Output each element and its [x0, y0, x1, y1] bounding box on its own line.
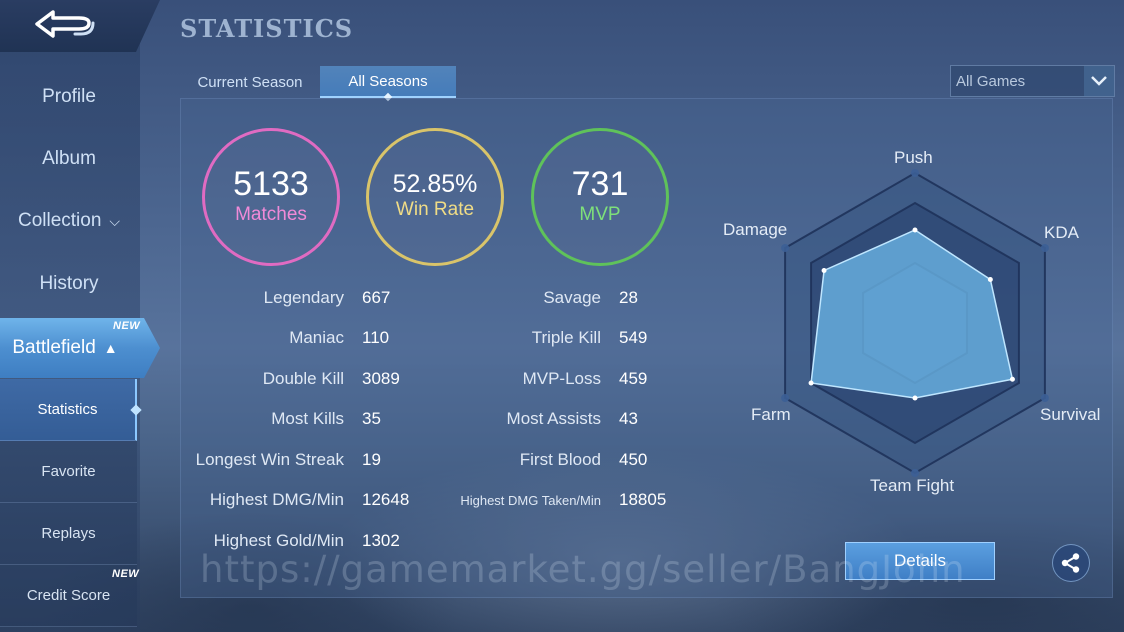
- radar-value-point-kda: [987, 277, 993, 282]
- stat-label-longest-win-streak: Longest Win Streak: [195, 450, 344, 469]
- games-filter-value: All Games: [956, 72, 1026, 90]
- stat-label-legendary: Legendary: [263, 288, 344, 307]
- stat-value-most-kills: 35: [362, 409, 381, 428]
- stat-value-maniac: 110: [362, 328, 390, 347]
- page-title: STATISTICS: [180, 14, 354, 43]
- back-button[interactable]: [0, 0, 160, 52]
- radar-label-kda: KDA: [1044, 223, 1079, 242]
- watermark-text: https://gamemarket.gg/seller/BangJohn: [200, 548, 966, 591]
- stat-label-highest-dmg-taken-min: Highest DMG Taken/Min: [460, 493, 601, 508]
- share-icon: [1061, 553, 1080, 573]
- stat-label-triple-kill: Triple Kill: [531, 328, 601, 347]
- sidebar-subitem-credit-score[interactable]: Credit Score: [0, 565, 137, 627]
- radar-chart-svg: [781, 169, 1049, 477]
- mvp-label: MVP: [579, 204, 621, 226]
- sidebar-item-label: Battlefield: [12, 337, 96, 358]
- matches-circle: 5133 Matches: [202, 128, 340, 266]
- stat-value-mvp-loss: 459: [619, 369, 648, 388]
- stat-label-mvp-loss: MVP-Loss: [522, 369, 601, 388]
- sidebar-item-collection[interactable]: Collection ⌵: [0, 199, 160, 243]
- sidebar-subitem-label: Credit Score: [26, 587, 111, 604]
- win-rate-value: 52.85%: [392, 169, 478, 198]
- chevron-down-icon: [1084, 66, 1114, 96]
- radar-axis-marker: [1040, 244, 1049, 252]
- radar-axis-marker: [911, 469, 919, 477]
- radar-value-point-survival: [1009, 376, 1015, 382]
- stat-value-triple-kill: 549: [619, 328, 648, 347]
- radar-label-survival: Survival: [1040, 405, 1101, 424]
- matches-label: Matches: [235, 204, 307, 226]
- stat-value-legendary: 667: [362, 288, 391, 307]
- sidebar-subitem-replays[interactable]: Replays: [0, 503, 137, 565]
- radar-label-push: Push: [894, 148, 933, 167]
- sidebar-item-label: History: [39, 273, 99, 294]
- stat-value-highest-dmg-min: 12648: [362, 490, 410, 509]
- sidebar: [0, 0, 140, 632]
- stat-label-highest-dmg-min: Highest DMG/Min: [209, 490, 344, 509]
- details-button-label: Details: [894, 551, 946, 570]
- radar-value-point-damage: [821, 268, 827, 273]
- stat-label-savage: Savage: [543, 288, 601, 307]
- radar-value-point-team-fight: [912, 395, 918, 401]
- sidebar-subitem-label: Favorite: [41, 463, 96, 480]
- radar-label-team-fight: Team Fight: [870, 476, 955, 495]
- tab-current-season[interactable]: Current Season: [182, 66, 318, 98]
- mvp-value: 731: [571, 164, 629, 203]
- radar-axis-marker: [911, 169, 919, 177]
- radar-value-point-push: [912, 227, 918, 233]
- stat-label-most-kills: Most Kills: [271, 409, 344, 428]
- sidebar-subitem-favorite[interactable]: Favorite: [0, 441, 137, 503]
- tab-all-seasons[interactable]: All Seasons: [320, 66, 456, 102]
- radar-value-point-farm: [808, 380, 814, 386]
- radar-label-damage: Damage: [723, 220, 788, 239]
- new-badge: NEW: [112, 568, 140, 580]
- radar-axis-marker: [781, 394, 790, 402]
- sidebar-subitem-label: Statistics: [37, 401, 98, 418]
- stat-value-highest-dmg-taken-min: 18805: [619, 490, 667, 509]
- stat-label-highest-gold-min: Highest Gold/Min: [213, 531, 344, 550]
- stat-value-double-kill: 3089: [362, 369, 400, 388]
- stat-label-first-blood: First Blood: [519, 450, 601, 469]
- win-rate-circle: 52.85% Win Rate: [366, 128, 504, 266]
- back-arrow-icon: [35, 10, 95, 38]
- sidebar-item-history[interactable]: History: [0, 262, 160, 306]
- stat-label-double-kill: Double Kill: [262, 369, 344, 388]
- radar-axis-marker: [1040, 394, 1049, 402]
- stat-label-most-assists: Most Assists: [506, 409, 601, 428]
- sidebar-item-label: Collection: [17, 210, 102, 231]
- radar-chart: [700, 140, 1120, 500]
- sidebar-item-label: Album: [42, 148, 96, 169]
- details-button[interactable]: Details: [845, 542, 995, 580]
- sidebar-item-album[interactable]: Album: [0, 137, 160, 181]
- sidebar-item-battlefield[interactable]: Battlefield ▲: [0, 318, 160, 378]
- win-rate-label: Win Rate: [395, 199, 475, 221]
- share-button[interactable]: [1052, 544, 1090, 582]
- chevron-up-icon: ▲: [103, 340, 118, 356]
- radar-axis-marker: [781, 244, 790, 252]
- tab-label: All Seasons: [348, 72, 428, 90]
- tab-label: Current Season: [197, 73, 303, 91]
- chevron-down-icon: ⌵: [109, 212, 121, 229]
- sidebar-subitem-statistics[interactable]: Statistics: [0, 379, 142, 441]
- new-badge: NEW: [113, 320, 141, 332]
- stat-value-longest-win-streak: 19: [362, 450, 381, 469]
- sidebar-item-profile[interactable]: Profile: [0, 75, 160, 119]
- sidebar-item-label: Profile: [42, 86, 96, 107]
- matches-value: 5133: [233, 164, 309, 203]
- stat-value-highest-gold-min: 1302: [362, 531, 400, 550]
- stat-value-savage: 28: [619, 288, 638, 307]
- games-filter-select[interactable]: All Games: [950, 65, 1115, 97]
- sidebar-subitem-label: Replays: [41, 525, 96, 542]
- stat-value-first-blood: 450: [619, 450, 648, 469]
- stat-label-maniac: Maniac: [289, 328, 344, 347]
- mvp-circle: 731 MVP: [531, 128, 669, 266]
- radar-label-farm: Farm: [751, 405, 791, 424]
- stat-value-most-assists: 43: [619, 409, 638, 428]
